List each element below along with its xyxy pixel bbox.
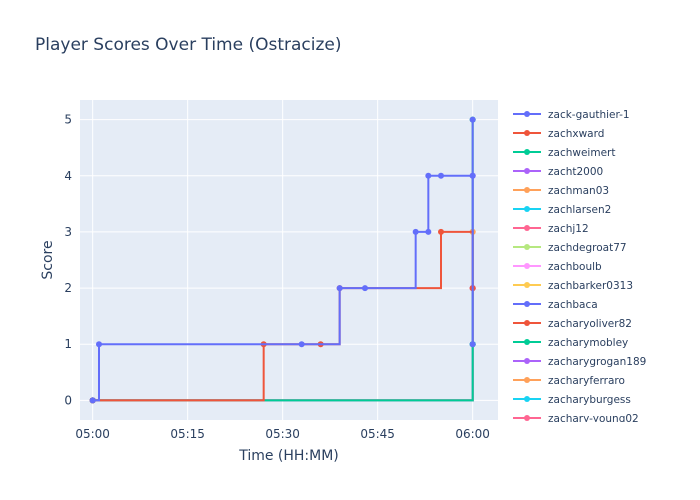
x-axis: 05:00 05:15 05:30 05:45 06:00 [75, 427, 490, 441]
legend-label: zacharyburgess [548, 394, 631, 406]
legend-item[interactable]: zacharyoliver82 [513, 318, 632, 330]
legend-item[interactable]: zacht2000 [513, 166, 603, 178]
plot-area [80, 100, 498, 420]
series-layer [89, 116, 476, 404]
legend-item[interactable]: zachman03 [513, 185, 609, 197]
y-tick-label: 4 [64, 169, 72, 183]
legend-marker [524, 282, 530, 288]
legend-label: zacht2000 [548, 166, 603, 178]
data-point [438, 228, 444, 235]
y-tick-label: 5 [64, 113, 72, 127]
legend-marker [524, 358, 530, 364]
legend-item[interactable]: zachlarsen2 [513, 204, 611, 216]
legend-label: zacharymobley [548, 337, 628, 349]
legend-item[interactable]: zacharyburgess [513, 394, 631, 406]
x-tick-label: 06:00 [455, 427, 490, 441]
legend-label: zachboulb [548, 261, 602, 273]
data-point [469, 116, 476, 123]
legend-label: zachman03 [548, 185, 609, 197]
legend-marker [524, 187, 530, 193]
data-point [469, 341, 476, 348]
legend-marker [524, 111, 530, 117]
legend-item[interactable]: zachary-young02 [513, 413, 639, 425]
y-tick-label: 0 [64, 393, 72, 407]
legend-label: zack-gauthier-1 [548, 109, 630, 121]
y-tick-label: 3 [64, 225, 72, 239]
legend-label: zachj12 [548, 223, 589, 235]
x-tick-label: 05:00 [75, 427, 110, 441]
legend-label: zachbaca [548, 299, 598, 311]
data-point [89, 397, 96, 404]
legend-marker [524, 377, 530, 383]
legend-item[interactable]: zachweimert [513, 147, 615, 159]
x-tick-label: 05:30 [265, 427, 300, 441]
x-tick-label: 05:15 [170, 427, 205, 441]
legend-label: zachweimert [548, 147, 615, 159]
legend-item[interactable]: zachdegroat77 [513, 242, 627, 254]
legend-marker [524, 415, 530, 421]
data-point [425, 228, 432, 235]
legend-marker [524, 301, 530, 307]
legend-item[interactable]: zachj12 [513, 223, 589, 235]
y-axis-title: Score [40, 240, 56, 279]
chart-title: Player Scores Over Time (Ostracize) [35, 35, 342, 55]
series-zack-gauthier-1 [89, 116, 476, 404]
legend-label: zacharygrogan189 [548, 356, 646, 368]
x-axis-title: Time (HH:MM) [238, 448, 339, 464]
legend-label: zachdegroat77 [548, 242, 627, 254]
data-point [469, 172, 476, 179]
legend-marker [524, 244, 530, 250]
x-tick-label: 05:45 [360, 427, 395, 441]
y-tick-label: 2 [64, 281, 72, 295]
data-point [362, 285, 368, 292]
legend[interactable]: zack-gauthier-1 zachxward zachweimert zacht… [513, 109, 646, 425]
legend-label: zachary-young02 [548, 413, 639, 425]
legend-label: zachlarsen2 [548, 204, 611, 216]
legend-label: zacharyferraro [548, 375, 625, 387]
legend-marker [524, 130, 530, 136]
series-line [92, 119, 474, 402]
legend-label: zacharyoliver82 [548, 318, 632, 330]
legend-marker [524, 263, 530, 269]
legend-item[interactable]: zachbaca [513, 299, 598, 311]
legend-marker [524, 225, 530, 231]
legend-marker [524, 339, 530, 345]
legend-label: zachbarker0313 [548, 280, 633, 292]
data-point [96, 341, 102, 348]
legend-item[interactable]: zachxward [513, 128, 604, 140]
data-point [412, 228, 419, 235]
legend-label: zachxward [548, 128, 604, 140]
legend-marker [524, 149, 530, 155]
data-point [438, 172, 444, 179]
y-axis: 0 1 2 3 4 5 [64, 113, 72, 408]
legend-marker [524, 396, 530, 402]
data-point [425, 172, 432, 179]
legend-marker [524, 320, 530, 326]
legend-marker [524, 168, 530, 174]
legend-item[interactable]: zacharymobley [513, 337, 628, 349]
legend-item[interactable]: zack-gauthier-1 [513, 109, 630, 121]
data-point [298, 341, 305, 348]
legend-item[interactable]: zacharygrogan189 [513, 356, 646, 368]
legend-item[interactable]: zachbarker0313 [513, 280, 633, 292]
legend-marker [524, 206, 530, 212]
data-point [336, 285, 343, 292]
legend-item[interactable]: zachboulb [513, 261, 602, 273]
legend-item[interactable]: zacharyferraro [513, 375, 625, 387]
y-tick-label: 1 [64, 337, 72, 351]
